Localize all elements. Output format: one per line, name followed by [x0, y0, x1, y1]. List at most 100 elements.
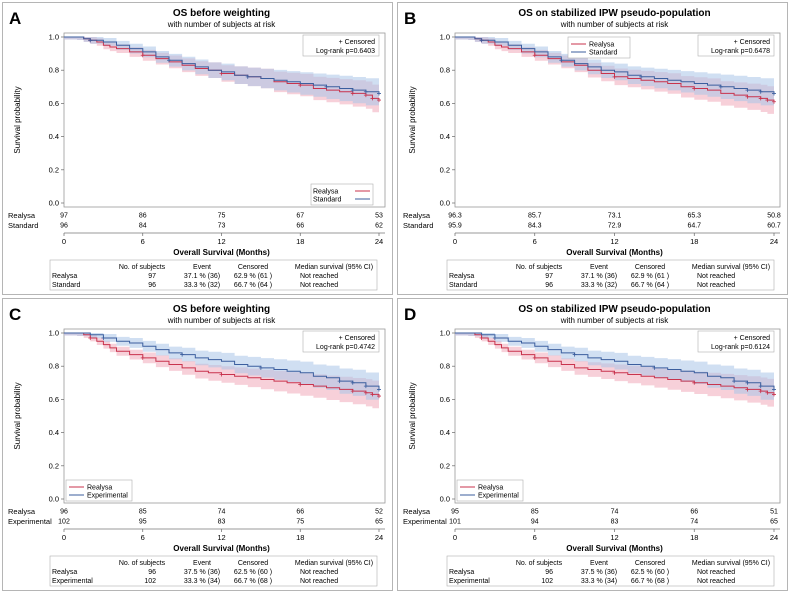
- censor-mark: [765, 98, 770, 103]
- censor-mark: [758, 389, 763, 394]
- x-tick-label: 12: [610, 533, 618, 542]
- at-risk-value: 97: [60, 213, 68, 220]
- x-tick-label: 0: [453, 237, 457, 246]
- censored-legend-text: + Censored: [339, 39, 375, 46]
- summary-table-box: [446, 259, 775, 291]
- censor-mark: [180, 352, 185, 357]
- table-cell: 37.5 % (36): [581, 569, 617, 576]
- y-tick-label: 0.8: [440, 66, 450, 75]
- chart-subtitle: with number of subjects at risk: [167, 316, 277, 325]
- censor-info-box: [302, 34, 380, 57]
- y-tick-label: 0.8: [49, 66, 59, 75]
- table-cell: 102: [541, 578, 553, 585]
- censor-mark: [88, 335, 93, 340]
- plot-frame: [454, 328, 781, 504]
- at-risk-value: 72.9: [608, 223, 622, 230]
- km-panel-a: A OS before weighting with number of subje…: [2, 2, 393, 295]
- y-tick-label: 1.0: [440, 33, 450, 42]
- at-risk-row-label: Experimental: [403, 517, 447, 526]
- censor-mark: [745, 387, 750, 392]
- table-cell: Not reached: [300, 578, 338, 585]
- at-risk-value: 84.3: [528, 223, 542, 230]
- censor-mark: [612, 370, 617, 375]
- censor-mark: [572, 352, 577, 357]
- censor-mark: [692, 380, 697, 385]
- table-cell: 66.7 % (68 ): [234, 578, 272, 585]
- table-cell: 66.7 % (68 ): [631, 578, 669, 585]
- at-risk-value: 101: [449, 519, 461, 526]
- at-risk-value: 74: [690, 519, 698, 526]
- series-legend-box: [310, 183, 374, 206]
- at-risk-value: 64.7: [687, 223, 701, 230]
- censor-mark: [745, 94, 750, 99]
- at-risk-value: 96.3: [448, 213, 462, 220]
- censor-mark: [652, 365, 657, 370]
- y-tick-label: 0.6: [49, 99, 59, 108]
- at-risk-value: 83: [611, 519, 619, 526]
- chart-subtitle: with number of subjects at risk: [167, 20, 277, 29]
- censor-mark: [758, 384, 763, 389]
- table-cell: Not reached: [697, 282, 735, 289]
- x-tick-label: 6: [533, 533, 537, 542]
- y-tick-label: 0.0: [49, 495, 59, 504]
- at-risk-value: 60.7: [767, 223, 781, 230]
- censor-mark: [370, 96, 375, 101]
- y-tick-label: 0.2: [440, 461, 450, 470]
- x-tick-label: 24: [375, 237, 383, 246]
- censor-mark: [639, 74, 644, 79]
- censor-mark: [758, 89, 763, 94]
- censor-mark: [363, 89, 368, 94]
- censor-mark: [772, 99, 776, 104]
- table-row-label: Realysa: [52, 273, 77, 280]
- at-risk-value: 52: [375, 509, 383, 516]
- table-header: Censored: [238, 264, 268, 271]
- censored-legend-text: + Censored: [734, 335, 770, 342]
- y-tick-label: 0.2: [49, 165, 59, 174]
- table-cell: 62.5 % (60 ): [631, 569, 669, 576]
- panel-letter: C: [9, 305, 21, 324]
- at-risk-value: 67: [296, 213, 304, 220]
- logrank-text: Log-rank p=0.6478: [711, 48, 770, 55]
- y-tick-label: 0.4: [440, 132, 450, 141]
- survival-curve-0: [455, 332, 775, 395]
- km-panel-b: B OS on stabilized IPW pseudo-population w…: [397, 2, 788, 295]
- censor-mark: [167, 58, 171, 63]
- km-chart-svg: D OS on stabilized IPW pseudo-populationw…: [403, 304, 781, 587]
- table-header: No. of subjects: [119, 264, 166, 271]
- y-tick-label: 0.8: [440, 362, 450, 371]
- censor-mark: [479, 38, 484, 43]
- censor-mark: [363, 390, 368, 395]
- legend-entry-label: Standard: [313, 197, 342, 204]
- censor-mark: [350, 88, 355, 93]
- table-cell: 62.9 % (61 ): [234, 273, 272, 280]
- table-cell: 37.1 % (36): [581, 273, 617, 280]
- at-risk-value: 73.1: [608, 213, 622, 220]
- table-header: Event: [590, 560, 608, 567]
- at-risk-row-label: Experimental: [8, 517, 52, 526]
- table-cell: 37.1 % (36): [184, 273, 220, 280]
- at-risk-value: 66: [690, 509, 698, 516]
- km-chart-svg: B OS on stabilized IPW pseudo-populationw…: [403, 8, 781, 291]
- at-risk-value: 51: [770, 509, 778, 516]
- km-panel-d: D OS on stabilized IPW pseudo-population w…: [397, 298, 788, 591]
- x-tick-label: 18: [296, 533, 304, 542]
- table-row-label: Realysa: [449, 569, 474, 576]
- censor-mark: [532, 53, 537, 58]
- table-cell: Not reached: [697, 578, 735, 585]
- x-tick-label: 12: [610, 237, 618, 246]
- censor-mark: [377, 98, 381, 103]
- chart-title: OS before weighting: [173, 304, 270, 315]
- table-cell: 62.9 % (61 ): [631, 273, 669, 280]
- censor-mark: [492, 335, 497, 340]
- x-tick-label: 24: [770, 533, 778, 542]
- x-tick-label: 18: [690, 237, 698, 246]
- table-header: Median survival (95% CI): [295, 560, 373, 567]
- at-risk-value: 73: [218, 223, 226, 230]
- censor-mark: [377, 394, 381, 399]
- at-risk-row-label: Realysa: [403, 507, 431, 516]
- at-risk-value: 85.7: [528, 213, 542, 220]
- at-risk-value: 95.9: [448, 223, 462, 230]
- legend-entry-label: Realysa: [87, 485, 112, 492]
- table-header: Median survival (95% CI): [692, 560, 770, 567]
